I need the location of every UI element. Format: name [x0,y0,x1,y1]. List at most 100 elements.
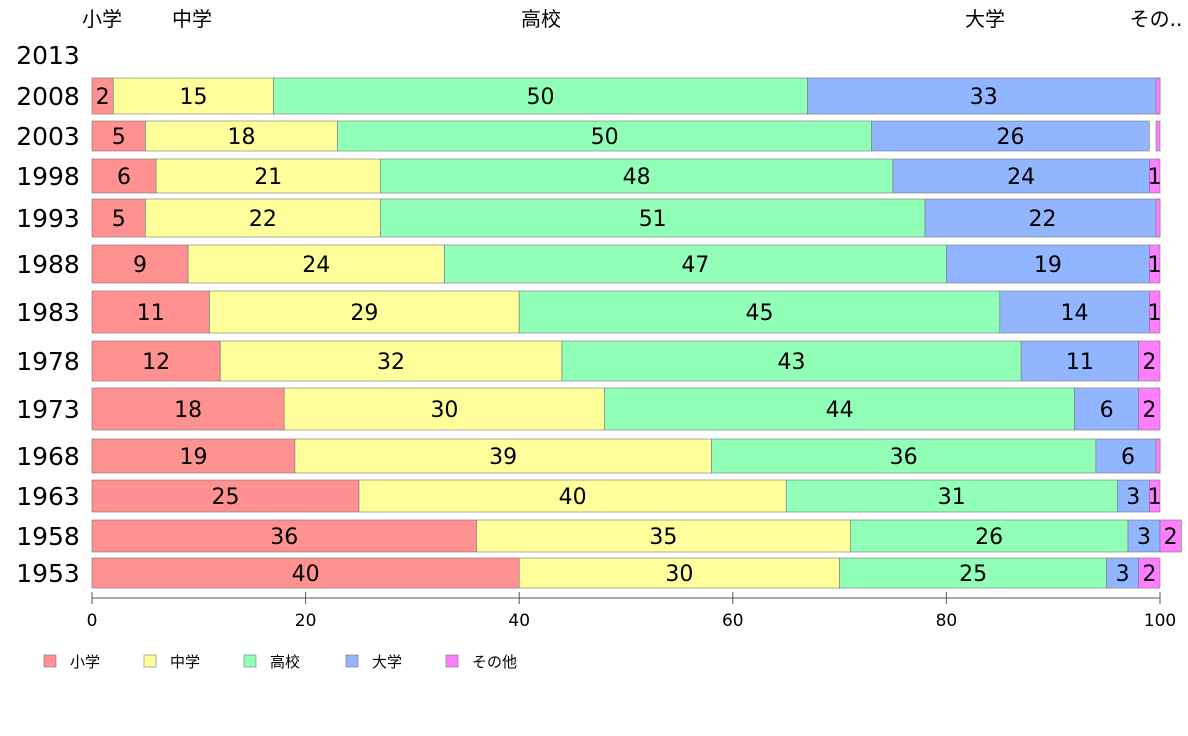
bar-segment [273,77,808,115]
bar-segment [1149,244,1161,284]
data-label: 11 [137,301,165,326]
bar-segment [1074,387,1139,431]
bar-segment [1149,479,1161,513]
data-label: 24 [302,253,330,278]
bar-segment [219,340,563,382]
data-label: 14 [1061,301,1089,326]
data-label: 18 [228,125,256,150]
data-label: 44 [826,398,854,423]
bar-segment [91,120,146,152]
year-label: 1968 [16,442,80,471]
legend-label: 大学 [372,653,402,671]
bar-segment [924,198,1161,238]
data-label: 1 [1148,301,1162,326]
legend: 小学 中学 高校 大学 その他 [43,653,517,671]
data-label: 22 [1029,207,1057,232]
x-tick-label: 100 [1144,611,1176,631]
x-tick-label: 60 [722,611,744,631]
year-label: 1998 [16,162,80,191]
legend-label: 中学 [170,653,200,671]
bar-segment [1106,557,1139,589]
data-label: 39 [489,445,517,470]
data-label: 1 [1148,165,1162,190]
legend-label: 高校 [270,653,300,671]
bar-segment [604,387,1075,431]
bar-segment [1155,438,1161,474]
bar-segment [518,557,840,589]
x-tick-label: 40 [508,611,530,631]
bar-segment [380,198,926,238]
bar-segment [892,158,1150,194]
data-label: 26 [996,125,1024,150]
data-label: 18 [174,398,202,423]
bar-segment [1159,519,1182,553]
bar-segment [518,290,1001,334]
x-tick-label: 20 [295,611,317,631]
bar-segment [999,290,1150,334]
bar-segment [1155,120,1161,152]
data-label: 43 [778,350,806,375]
data-label: 3 [1126,485,1140,510]
year-label: 2013 [16,41,80,70]
bar-segment [209,290,520,334]
bar-segment [91,198,146,238]
bar-segment [849,519,1129,553]
bar-segment [871,120,1150,152]
data-label: 19 [1034,253,1062,278]
bar-segment [1155,198,1161,238]
bar-segment [1138,340,1161,382]
data-label: 40 [292,562,320,587]
data-label: 5 [112,207,126,232]
year-label: 1993 [16,204,80,233]
data-label: 2 [1142,350,1156,375]
bar-segment [444,244,947,284]
data-label: 9 [133,253,147,278]
data-label: 1 [1148,253,1162,278]
data-label: 45 [746,301,774,326]
data-label: 21 [254,165,282,190]
legend-swatch [43,654,57,668]
data-label: 25 [959,562,987,587]
bars: 2 15 50 335 18 50 266 21 48 24 15 22 51 229 24 47 19 111 2… [91,77,1182,589]
legend-swatch [143,654,157,668]
bar-segment [91,519,477,553]
data-label: 22 [249,207,277,232]
bar-segment [1138,387,1161,431]
data-label: 19 [179,445,207,470]
year-label: 1988 [16,250,80,279]
bar-segment [1138,557,1161,589]
data-label: 1 [1148,485,1162,510]
data-label: 32 [377,350,405,375]
data-label: 3 [1137,525,1151,550]
bar-segment [1127,519,1161,553]
bar-segment [839,557,1107,589]
x-tick-label: 0 [87,611,98,631]
legend-swatch [243,654,257,668]
bar-segment [358,479,787,513]
data-label: 36 [270,525,298,550]
bar-segment [155,158,381,194]
bar-segment [91,438,296,474]
data-label: 50 [591,125,619,150]
year-label: 1978 [16,347,80,376]
bar-segment [91,340,221,382]
year-label: 2003 [16,122,80,151]
bar-segment [946,244,1150,284]
x-axis: 0 20 40 60 80 100 [87,592,1176,631]
bar-segment [294,438,712,474]
data-label: 31 [938,485,966,510]
data-label: 2 [1142,398,1156,423]
bar-segment [91,557,520,589]
year-labels: 2013 2008 2003 1998 1993 1988 1983 1978 1973 1968… [16,41,80,588]
data-label: 6 [1121,445,1135,470]
data-label: 51 [639,207,667,232]
year-label: 1973 [16,395,80,424]
legend-swatch [445,654,459,668]
bar-segment [1155,77,1161,115]
data-label: 6 [117,165,131,190]
year-label: 1983 [16,298,80,327]
bar-segment [91,158,157,194]
data-label: 25 [212,485,240,510]
year-label: 1958 [16,522,80,551]
data-label: 50 [527,85,555,110]
